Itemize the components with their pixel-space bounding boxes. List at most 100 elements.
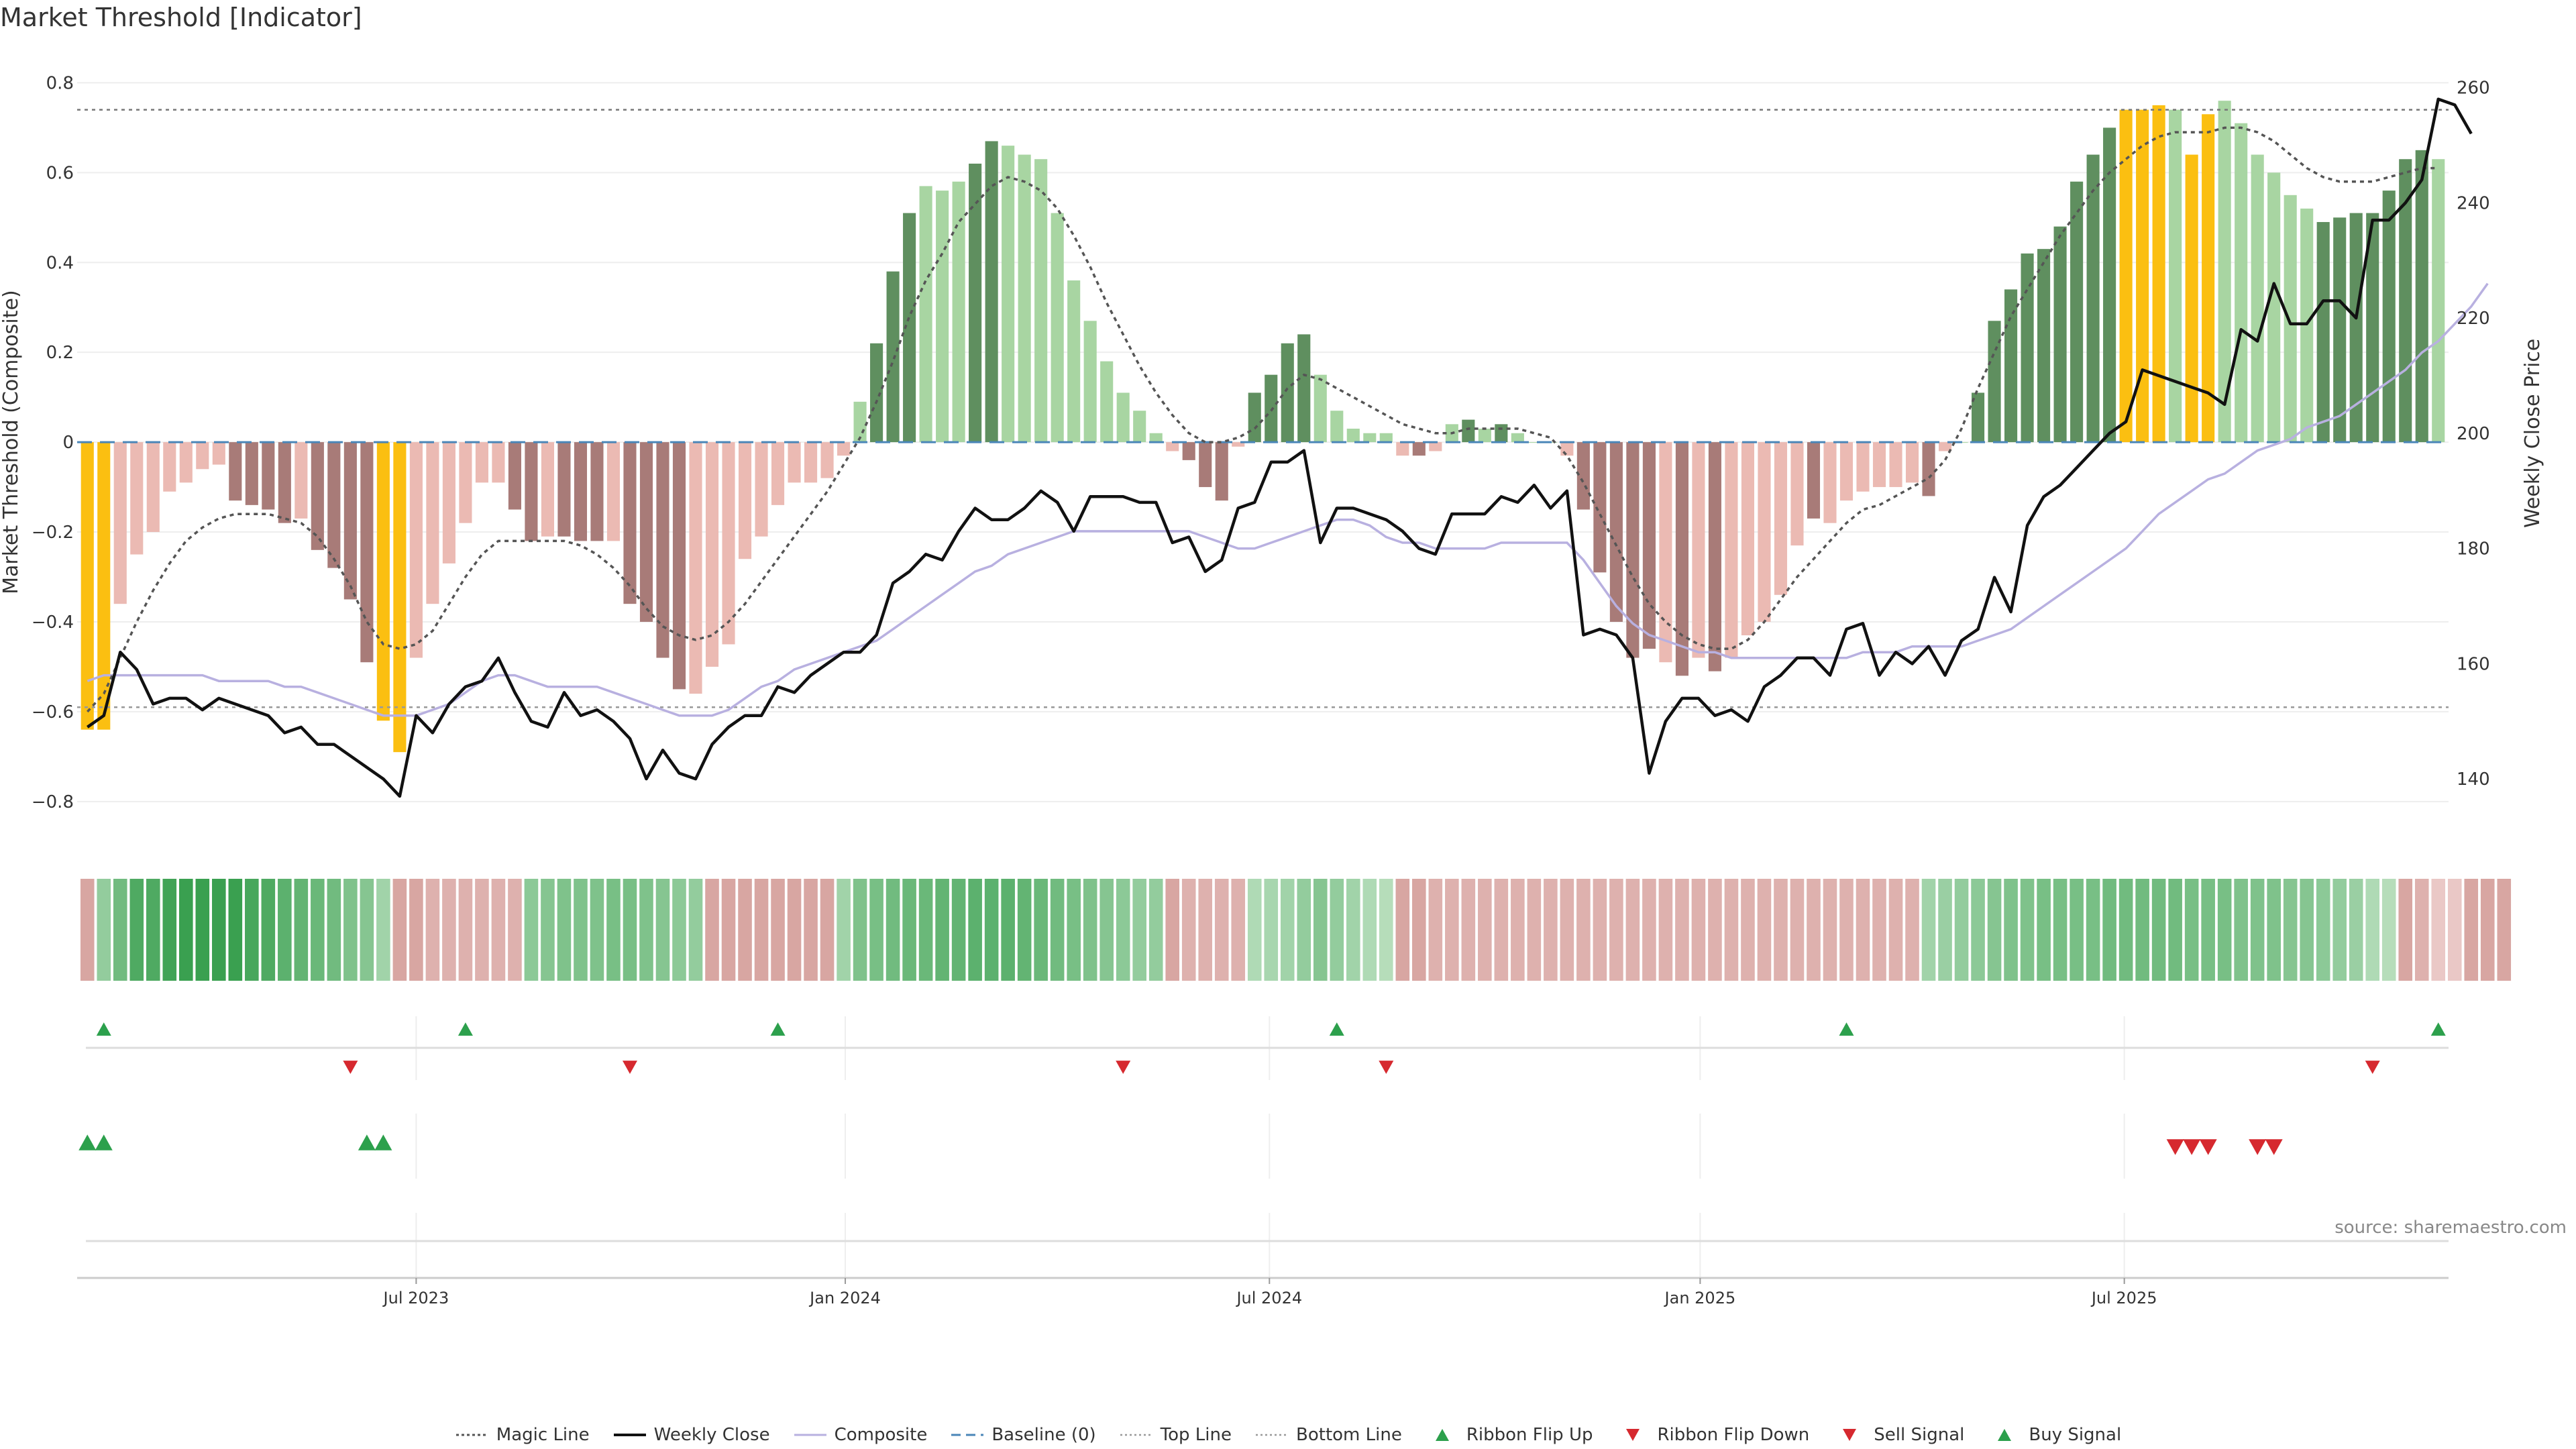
y2-tick-label: 140 bbox=[2457, 769, 2490, 790]
ribbon-cell bbox=[2168, 879, 2182, 981]
composite-bar bbox=[1018, 154, 1031, 443]
composite-bar bbox=[1199, 442, 1212, 488]
composite-bar bbox=[1034, 159, 1048, 443]
composite-bar bbox=[2103, 127, 2116, 443]
composite-bar bbox=[985, 141, 998, 443]
ribbon-flip-up-marker bbox=[2430, 1022, 2446, 1036]
ribbon-cell bbox=[1231, 879, 1246, 981]
composite-bar bbox=[2037, 249, 2051, 443]
y-axis-label: Market Threshold (Composite) bbox=[0, 290, 23, 594]
ribbon-cell bbox=[1560, 879, 1574, 981]
legend: Magic Line Weekly Close Composite Baseline … bbox=[0, 1425, 2576, 1445]
ribbon-cell bbox=[918, 879, 933, 981]
composite-bar bbox=[1215, 442, 1228, 501]
ribbon-cell bbox=[2464, 879, 2479, 981]
ribbon-cell bbox=[1839, 879, 1854, 981]
legend-label: Sell Signal bbox=[1874, 1425, 1965, 1445]
ribbon-cell bbox=[1938, 879, 1952, 981]
composite-bar bbox=[1725, 442, 1738, 658]
ribbon-cell bbox=[2381, 879, 2396, 981]
ribbon-cell bbox=[1148, 879, 1163, 981]
ribbon-cell bbox=[1576, 879, 1591, 981]
y-tick-label: 0 bbox=[62, 433, 74, 453]
buy-signal-marker bbox=[95, 1134, 113, 1150]
ribbon-cell bbox=[557, 879, 572, 981]
ribbon-cell bbox=[1362, 879, 1377, 981]
composite-bar bbox=[919, 186, 932, 443]
composite-bar bbox=[2185, 154, 2198, 443]
composite-bar bbox=[2086, 154, 2100, 443]
legend-item: Composite bbox=[793, 1425, 927, 1445]
composite-bar bbox=[1330, 411, 1344, 443]
ribbon-cell bbox=[935, 879, 949, 981]
composite-bar bbox=[1659, 442, 1672, 663]
ribbon-flip-down-marker bbox=[343, 1061, 358, 1074]
ribbon-cell bbox=[1856, 879, 1870, 981]
composite-bar bbox=[1346, 429, 1360, 443]
ribbon-cell bbox=[1905, 879, 1919, 981]
ribbon-cell bbox=[1921, 879, 1936, 981]
composite-bar bbox=[1379, 433, 1393, 443]
dotted-line-light-icon bbox=[1256, 1434, 1288, 1436]
composite-bar bbox=[870, 343, 883, 443]
ribbon-cell bbox=[1790, 879, 1805, 981]
ribbon-cell bbox=[2037, 879, 2051, 981]
composite-bar bbox=[1067, 280, 1081, 443]
composite-bar bbox=[229, 442, 242, 501]
ribbon-cell bbox=[820, 879, 835, 981]
ribbon-strip bbox=[80, 879, 2512, 981]
composite-bar bbox=[837, 442, 851, 456]
composite-bar bbox=[1363, 433, 1377, 443]
ribbon-cell bbox=[1099, 879, 1114, 981]
ribbon-cell bbox=[541, 879, 555, 981]
composite-bar bbox=[525, 442, 538, 541]
composite-bar bbox=[590, 442, 604, 541]
composite-bar bbox=[2235, 123, 2248, 443]
legend-label: Top Line bbox=[1160, 1425, 1232, 1445]
ribbon-cell bbox=[1214, 879, 1229, 981]
ribbon-cell bbox=[2365, 879, 2380, 981]
ribbon-cell bbox=[2184, 879, 2199, 981]
composite-bar bbox=[459, 442, 472, 523]
y-tick-label: −0.8 bbox=[32, 792, 74, 812]
sell-signal-marker bbox=[2183, 1139, 2201, 1155]
composite-bar bbox=[1856, 442, 1870, 492]
ribbon-cell bbox=[1280, 879, 1295, 981]
composite-bar bbox=[1938, 442, 1952, 451]
ribbon-cell bbox=[129, 879, 144, 981]
x-tick-label: Jul 2023 bbox=[382, 1289, 449, 1307]
legend-swatch bbox=[1998, 1429, 2012, 1441]
ribbon-cell bbox=[2070, 879, 2084, 981]
ribbon-cell bbox=[1083, 879, 1097, 981]
ribbon-cell bbox=[984, 879, 999, 981]
composite-bar bbox=[903, 213, 916, 443]
ribbon-cell bbox=[1330, 879, 1344, 981]
ribbon-flip-down-marker bbox=[622, 1061, 637, 1074]
composite-bar bbox=[1083, 321, 1097, 443]
ribbon-cell bbox=[2135, 879, 2149, 981]
composite-bar bbox=[755, 442, 768, 537]
composite-bar bbox=[343, 442, 357, 600]
legend-item: Buy Signal bbox=[1987, 1425, 2121, 1445]
ribbon-cell bbox=[1724, 879, 1739, 981]
y-tick-label: 0.2 bbox=[46, 343, 74, 363]
ribbon-cell bbox=[837, 879, 851, 981]
ribbon-cell bbox=[2283, 879, 2298, 981]
magic-line bbox=[87, 126, 2438, 713]
ribbon-cell bbox=[1527, 879, 1542, 981]
composite-bar bbox=[1708, 442, 1721, 672]
ribbon-cell bbox=[1313, 879, 1328, 981]
composite-bar bbox=[2136, 109, 2149, 443]
y2-tick-label: 160 bbox=[2457, 654, 2490, 674]
ribbon-cell bbox=[2004, 879, 2018, 981]
y2-axis-label: Weekly Close Price bbox=[2521, 339, 2544, 528]
composite-bar bbox=[1675, 442, 1688, 676]
x-tick-label: Jan 2025 bbox=[1664, 1289, 1736, 1307]
composite-bar bbox=[722, 442, 735, 645]
composite-bar bbox=[146, 442, 160, 533]
composite-bar bbox=[541, 442, 555, 537]
chart-title: Market Threshold [Indicator] bbox=[0, 3, 362, 32]
ribbon-cell bbox=[2118, 879, 2133, 981]
ribbon-cell bbox=[195, 879, 210, 981]
